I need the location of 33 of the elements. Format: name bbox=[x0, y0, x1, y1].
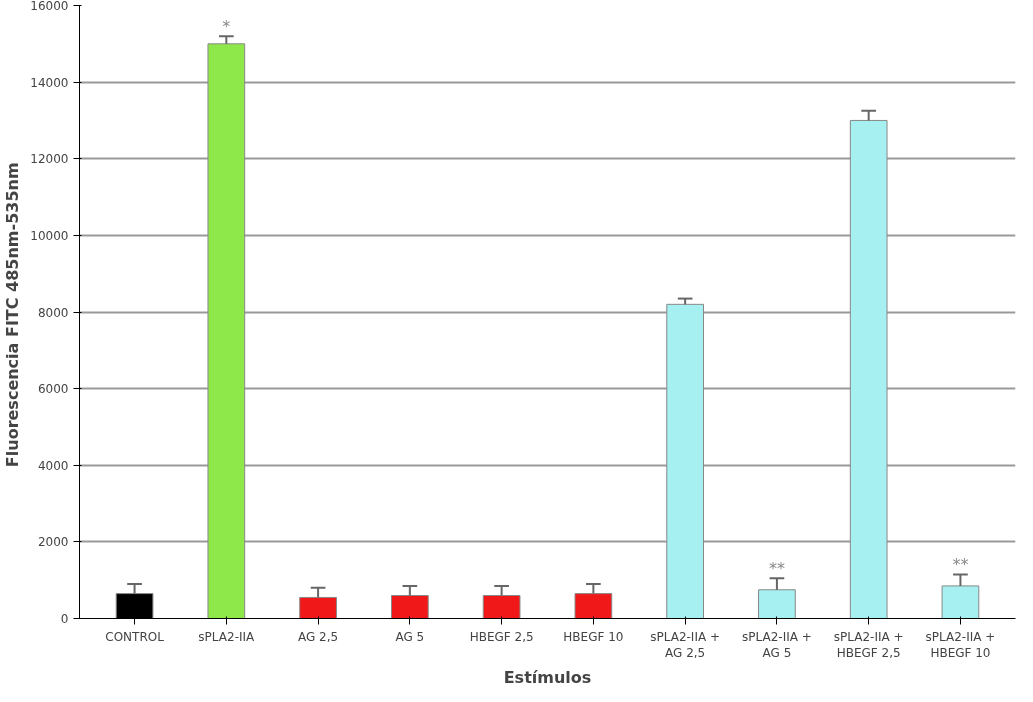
x-tick-label: sPLA2-IIA + AG 5 bbox=[742, 629, 812, 661]
bar bbox=[299, 596, 337, 619]
y-tick-label: 4000 bbox=[37, 458, 69, 473]
bar bbox=[574, 593, 613, 619]
annotation: * bbox=[222, 17, 231, 37]
y-tick-label: 8000 bbox=[37, 305, 69, 320]
x-axis-title: Estímulos bbox=[503, 668, 592, 688]
annotation: ** bbox=[768, 559, 785, 579]
x-tick-label: AG 5 bbox=[395, 629, 425, 644]
bar bbox=[666, 303, 704, 619]
x-tick-label: sPLA2-IIA bbox=[198, 629, 256, 644]
x-tick-label: sPLA2-IIA + AG 2,5 bbox=[650, 629, 721, 661]
x-tick-label: sPLA2-IIA + HBEGF 10 bbox=[925, 629, 996, 661]
bar bbox=[941, 585, 980, 619]
x-tick-label: HBEGF 10 bbox=[563, 629, 624, 644]
bar bbox=[849, 119, 888, 619]
x-tick-label: CONTROL bbox=[105, 629, 165, 644]
bar bbox=[758, 589, 796, 619]
y-tick-label: 16000 bbox=[30, 0, 69, 13]
y-tick-label: 14000 bbox=[30, 75, 69, 90]
x-tick-label: AG 2,5 bbox=[297, 629, 339, 644]
y-tick-label: 0 bbox=[60, 612, 69, 626]
y-tick-label: 10000 bbox=[30, 228, 69, 243]
y-axis-title: Fluorescencia FITC 485nm-535nm bbox=[3, 162, 23, 468]
y-tick-label: 6000 bbox=[37, 382, 69, 397]
x-tick-label: HBEGF 2,5 bbox=[469, 629, 534, 644]
x-tick-label: sPLA2-IIA + HBEGF 2,5 bbox=[833, 629, 904, 661]
bar bbox=[391, 595, 429, 619]
bar bbox=[207, 43, 246, 619]
y-tick-label: 2000 bbox=[37, 535, 69, 550]
annotation: ** bbox=[952, 555, 969, 575]
y-tick-label: 12000 bbox=[30, 152, 69, 167]
bar bbox=[482, 595, 521, 619]
